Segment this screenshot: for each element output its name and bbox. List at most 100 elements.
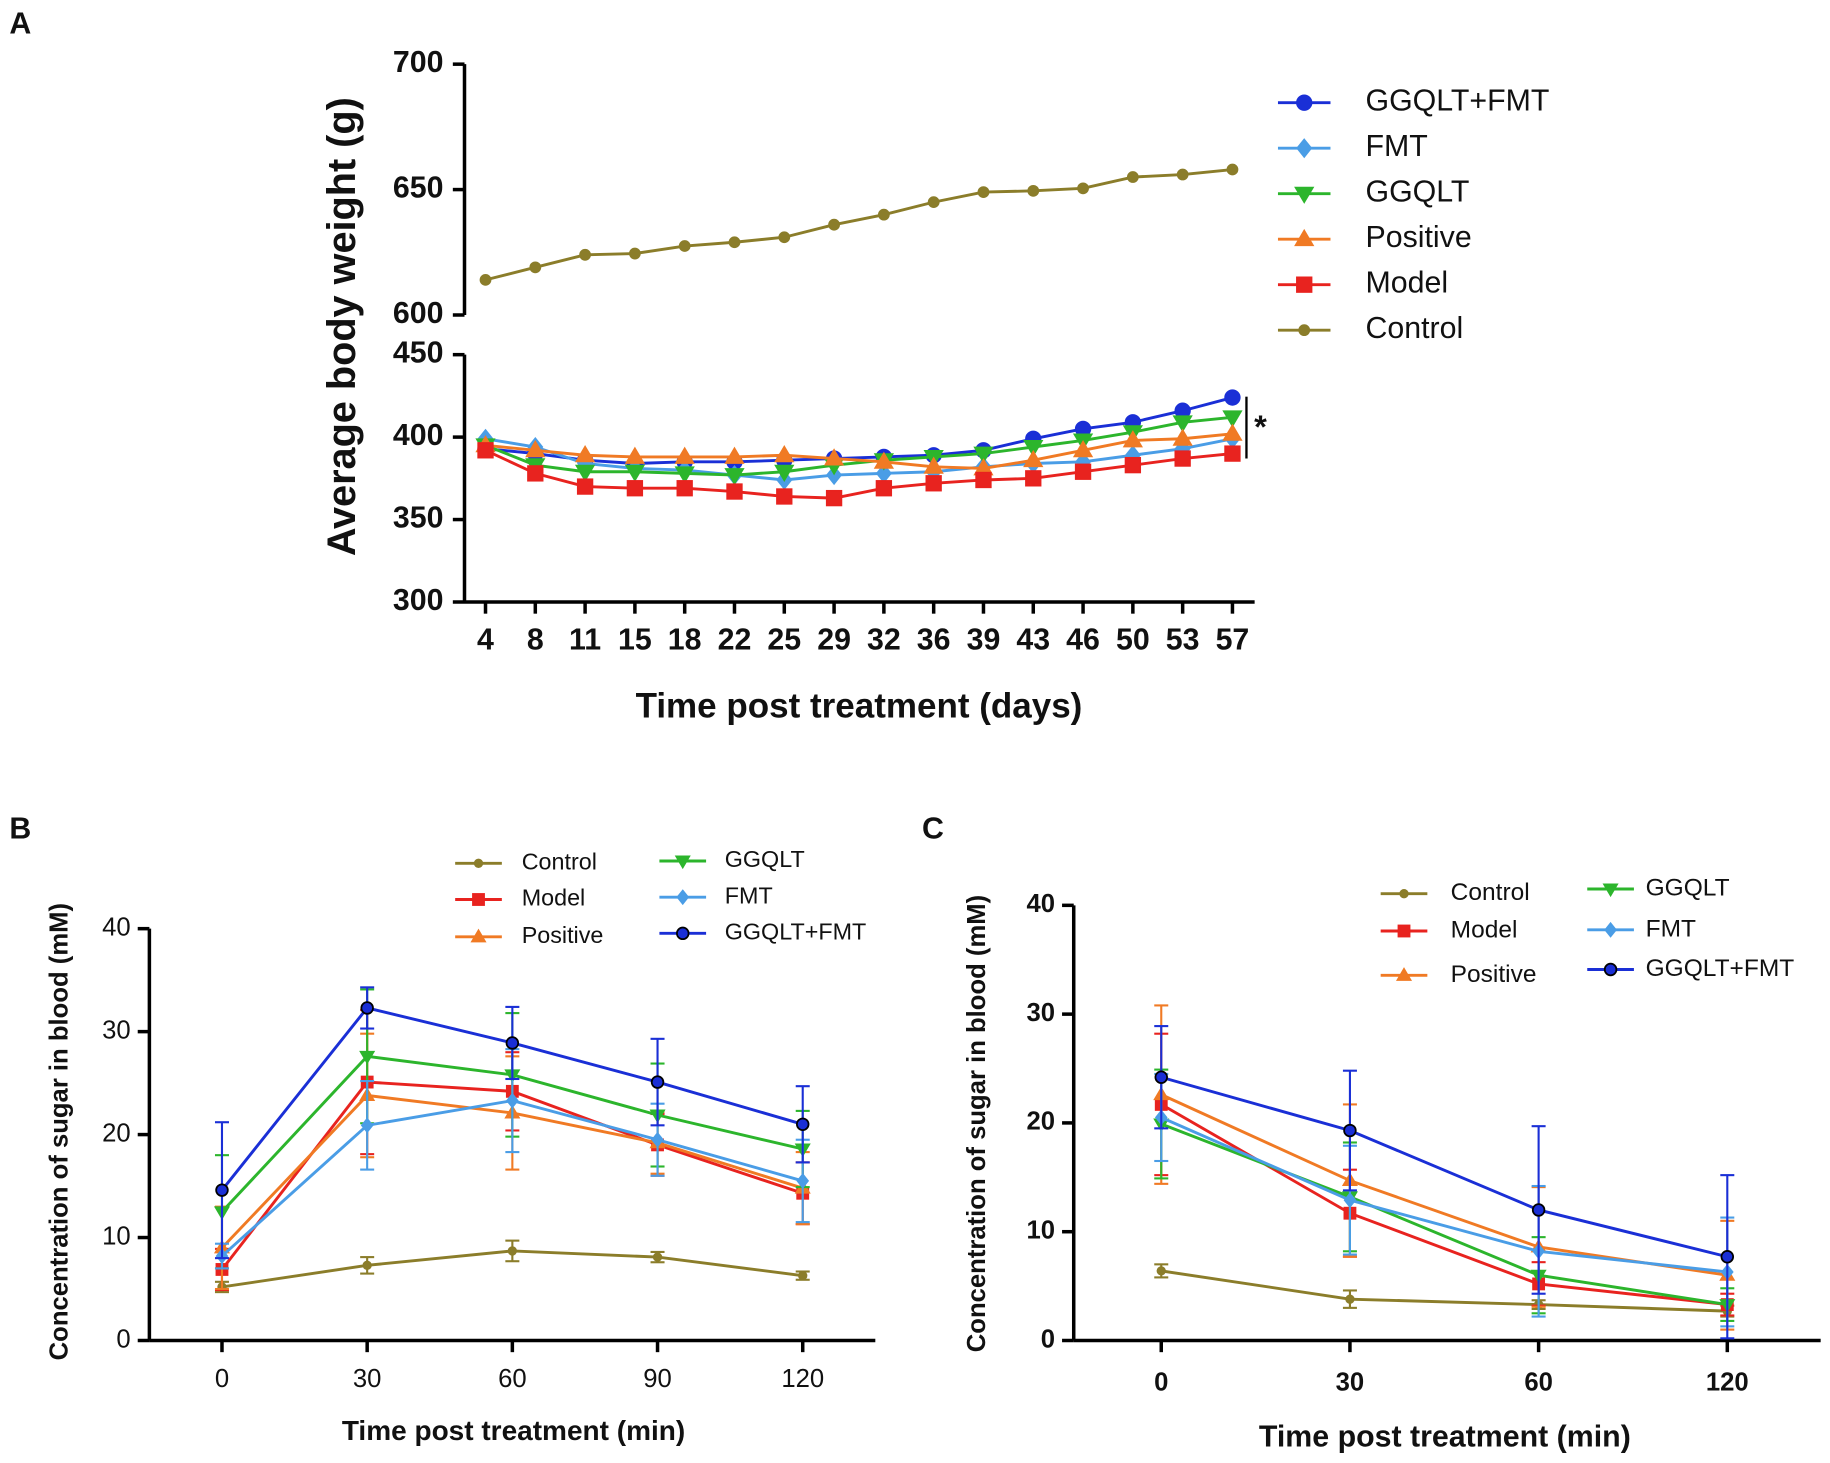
marker xyxy=(1154,1070,1168,1084)
x-axis-title: Time post treatment (min) xyxy=(1259,1421,1631,1454)
marker xyxy=(678,240,691,252)
marker xyxy=(574,444,596,463)
y-tick-label: 400 xyxy=(393,419,444,452)
x-tick-label: 90 xyxy=(643,1365,672,1393)
legend-label: Positive xyxy=(1451,961,1537,988)
marker xyxy=(1025,470,1042,487)
x-tick-label: 25 xyxy=(767,624,801,657)
marker xyxy=(629,247,641,260)
marker xyxy=(1224,389,1241,406)
marker xyxy=(626,480,644,497)
marker xyxy=(724,446,745,464)
y-tick-label: 650 xyxy=(393,172,444,205)
y-axis-title: Concentration of sugar in blood (mM) xyxy=(45,903,73,1360)
x-tick-label: 120 xyxy=(1706,1368,1749,1396)
marker xyxy=(1296,138,1313,159)
y-tick-label: 20 xyxy=(102,1119,131,1147)
marker xyxy=(774,464,795,482)
marker xyxy=(1345,1294,1355,1304)
legend-label: GGQLT xyxy=(1646,874,1730,901)
marker xyxy=(877,208,890,221)
marker xyxy=(529,261,542,274)
marker xyxy=(525,440,546,458)
marker xyxy=(215,1183,229,1197)
marker xyxy=(360,1117,374,1134)
marker xyxy=(778,231,791,244)
marker xyxy=(576,478,594,495)
marker xyxy=(1294,186,1315,204)
marker xyxy=(652,1252,663,1262)
legend-label: FMT xyxy=(725,882,773,908)
legend-label: Positive xyxy=(1365,221,1471,254)
x-tick-label: 46 xyxy=(1066,624,1100,657)
marker xyxy=(1222,410,1243,428)
marker xyxy=(1156,1266,1166,1276)
marker xyxy=(1072,440,1094,458)
marker xyxy=(1122,430,1143,448)
marker xyxy=(505,1036,520,1050)
legend-label: FMT xyxy=(1646,915,1696,942)
marker xyxy=(774,444,795,463)
marker xyxy=(1397,924,1411,938)
marker xyxy=(1126,171,1139,183)
x-tick-label: 0 xyxy=(1154,1368,1168,1396)
y-tick-label: 450 xyxy=(393,337,444,370)
x-tick-label: 22 xyxy=(718,624,752,657)
series-line xyxy=(484,415,1233,477)
x-tick-label: 43 xyxy=(1016,624,1050,657)
x-tick-label: 15 xyxy=(618,624,652,657)
marker xyxy=(1027,184,1040,197)
series-line xyxy=(1160,1122,1728,1307)
y-tick-label: 350 xyxy=(393,502,444,535)
x-tick-label: 29 xyxy=(817,624,851,657)
marker xyxy=(1604,921,1617,938)
legend-label: Control xyxy=(1365,312,1463,345)
marker xyxy=(726,483,743,500)
marker xyxy=(923,456,944,474)
x-tick-label: 39 xyxy=(967,624,1001,657)
marker xyxy=(823,448,845,466)
marker xyxy=(579,248,591,261)
legend-label: Model xyxy=(522,885,586,911)
marker xyxy=(798,1270,808,1281)
marker xyxy=(1298,324,1311,337)
marker xyxy=(479,273,492,286)
marker xyxy=(574,464,596,482)
marker xyxy=(507,1246,518,1256)
y-tick-label: 40 xyxy=(102,913,131,941)
marker xyxy=(1603,962,1618,977)
y-tick-label: 0 xyxy=(116,1325,130,1353)
marker xyxy=(1174,450,1191,467)
marker xyxy=(1294,228,1315,247)
marker xyxy=(676,926,690,941)
marker xyxy=(1176,168,1189,181)
legend-label: GGQLT+FMT xyxy=(1646,955,1795,982)
y-tick-label: 700 xyxy=(393,46,444,79)
y-tick-label: 0 xyxy=(1041,1325,1055,1353)
marker xyxy=(676,480,693,497)
marker xyxy=(676,889,690,906)
series-line xyxy=(485,432,1233,470)
marker xyxy=(470,928,487,943)
marker xyxy=(728,236,741,249)
y-axis-title: Average body weight (g) xyxy=(320,97,364,556)
y-tick-label: 20 xyxy=(1026,1108,1055,1136)
marker xyxy=(1602,883,1619,898)
marker xyxy=(973,446,994,464)
marker xyxy=(977,186,990,198)
x-tick-label: 60 xyxy=(498,1365,527,1393)
marker xyxy=(1172,415,1193,433)
marker xyxy=(796,1172,810,1189)
marker xyxy=(927,196,940,209)
series-line xyxy=(484,448,1233,500)
x-tick-label: 0 xyxy=(215,1365,229,1393)
marker xyxy=(472,893,485,906)
marker xyxy=(1343,1123,1357,1138)
marker xyxy=(1296,276,1313,293)
marker xyxy=(1399,889,1409,899)
x-tick-label: 30 xyxy=(353,1365,382,1393)
legend-label: Positive xyxy=(522,922,604,948)
series-line xyxy=(485,396,1233,465)
marker xyxy=(1226,163,1239,176)
marker xyxy=(506,1092,519,1109)
